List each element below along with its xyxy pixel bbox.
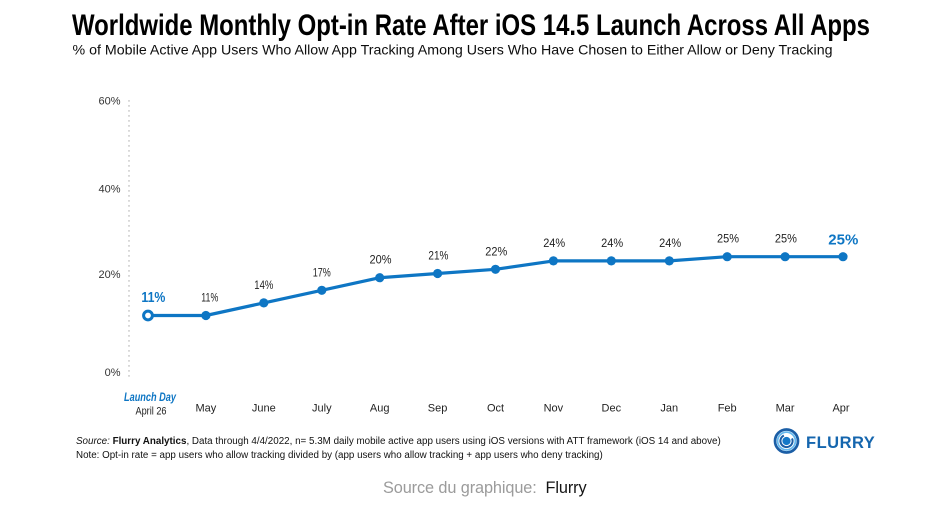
svg-text:June: June	[252, 402, 276, 414]
svg-text:May: May	[196, 402, 217, 414]
svg-text:24%: 24%	[543, 238, 565, 250]
svg-text:% of Mobile Active App Users W: % of Mobile Active App Users Who Allow A…	[73, 42, 833, 58]
svg-text:Feb: Feb	[718, 402, 737, 414]
svg-text:21%: 21%	[428, 251, 448, 263]
svg-text:April 26: April 26	[136, 406, 167, 418]
svg-text:Sep: Sep	[428, 402, 448, 414]
svg-text:11%: 11%	[141, 290, 165, 306]
svg-text:14%: 14%	[254, 280, 273, 292]
svg-text:Launch Day: Launch Day	[124, 392, 176, 404]
svg-text:60%: 60%	[98, 96, 120, 108]
svg-text:Oct: Oct	[487, 402, 504, 414]
svg-text:0%: 0%	[105, 367, 121, 379]
svg-text:17%: 17%	[313, 267, 331, 279]
svg-text:25%: 25%	[828, 232, 858, 249]
svg-text:24%: 24%	[601, 238, 623, 250]
svg-text:11%: 11%	[201, 293, 218, 305]
svg-text:Nov: Nov	[544, 402, 564, 414]
svg-text:20%: 20%	[98, 269, 120, 281]
svg-text:Worldwide Monthly Opt-in Rate: Worldwide Monthly Opt-in Rate After iOS …	[72, 9, 870, 42]
svg-text:July: July	[312, 402, 332, 414]
svg-text:25%: 25%	[717, 234, 739, 246]
svg-text:Aug: Aug	[370, 402, 390, 414]
svg-text:Mar: Mar	[776, 402, 795, 414]
svg-text:20%: 20%	[370, 255, 392, 267]
svg-text:Jan: Jan	[660, 402, 678, 414]
svg-text:25%: 25%	[775, 234, 797, 246]
svg-text:FLURRY: FLURRY	[806, 434, 875, 452]
svg-text:40%: 40%	[98, 184, 120, 196]
svg-text:22%: 22%	[485, 246, 507, 258]
svg-text:Dec: Dec	[602, 402, 622, 414]
svg-text:24%: 24%	[659, 238, 681, 250]
svg-text:Apr: Apr	[832, 402, 849, 414]
